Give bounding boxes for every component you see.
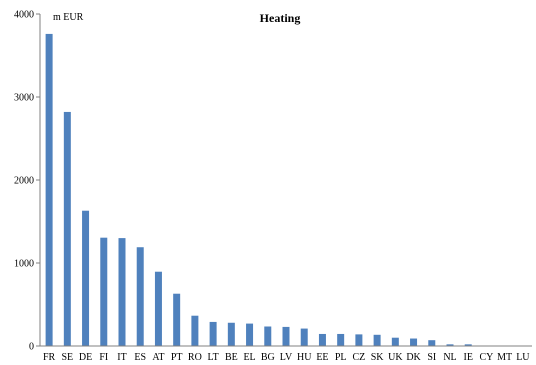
x-tick-label: BG xyxy=(261,352,275,363)
x-tick-label: FI xyxy=(99,352,108,363)
x-tick-label: AT xyxy=(152,352,164,363)
bar-el xyxy=(246,323,254,346)
bar-lv xyxy=(282,326,290,346)
y-tick-label: 4000 xyxy=(14,10,34,21)
bar-bg xyxy=(264,326,272,346)
x-tick-label: DK xyxy=(406,352,421,363)
bars-group xyxy=(45,33,472,347)
bar-es xyxy=(136,247,144,346)
y-tick-label: 2000 xyxy=(14,176,34,187)
bar-be xyxy=(227,322,235,346)
bar-nl xyxy=(446,344,454,346)
x-tick-label: MT xyxy=(497,352,512,363)
bar-ee xyxy=(318,333,326,346)
x-tick-label: LT xyxy=(207,352,218,363)
bar-hu xyxy=(300,328,308,346)
bar-at xyxy=(154,271,162,346)
bar-pl xyxy=(337,333,345,346)
bar-fi xyxy=(100,237,108,346)
x-tick-label: CY xyxy=(479,352,493,363)
bar-fr xyxy=(45,33,53,347)
x-tick-label: SI xyxy=(427,352,436,363)
x-tick-label: SK xyxy=(371,352,385,363)
x-tick-label: EL xyxy=(243,352,255,363)
y-tick-label: 0 xyxy=(29,342,34,353)
x-tick-label: DE xyxy=(79,352,92,363)
x-tick-label: SE xyxy=(61,352,73,363)
x-tick-label: ES xyxy=(134,352,146,363)
x-tick-label: HU xyxy=(297,352,312,363)
chart-title: Heating xyxy=(260,11,301,25)
x-tick-label: FR xyxy=(43,352,56,363)
bar-it xyxy=(118,238,126,346)
bar-ro xyxy=(191,315,199,346)
y-axis: 0 1000 2000 3000 4000 xyxy=(14,10,41,353)
x-tick-label: IT xyxy=(117,352,126,363)
bar-dk xyxy=(410,338,418,346)
x-tick-label: LU xyxy=(516,352,530,363)
x-tick-label: CZ xyxy=(352,352,365,363)
x-tick-label: RO xyxy=(188,352,202,363)
x-tick-label: LV xyxy=(280,352,293,363)
x-axis: FR SE DE FI IT ES AT PT RO LT BE EL BG LV HU EE PL CZ SK UK… xyxy=(40,345,532,363)
x-tick-label: BE xyxy=(225,352,238,363)
x-tick-label: NL xyxy=(443,352,456,363)
y-tick-label: 3000 xyxy=(14,93,34,104)
unit-label: m EUR xyxy=(53,12,84,23)
bar-sk xyxy=(373,334,381,346)
x-tick-label: PT xyxy=(171,352,183,363)
bar-ie xyxy=(464,344,472,346)
bar-pt xyxy=(173,293,181,346)
bar-se xyxy=(63,111,71,346)
bar-lt xyxy=(209,321,217,346)
x-tick-label: PL xyxy=(335,352,347,363)
bar-uk xyxy=(391,337,399,346)
x-tick-label: UK xyxy=(388,352,403,363)
bar-si xyxy=(428,340,436,346)
bar-de xyxy=(82,210,90,346)
x-tick-label: IE xyxy=(463,352,472,363)
x-tick-label: EE xyxy=(316,352,328,363)
y-tick-label: 1000 xyxy=(14,259,34,270)
bar-cz xyxy=(355,334,363,346)
